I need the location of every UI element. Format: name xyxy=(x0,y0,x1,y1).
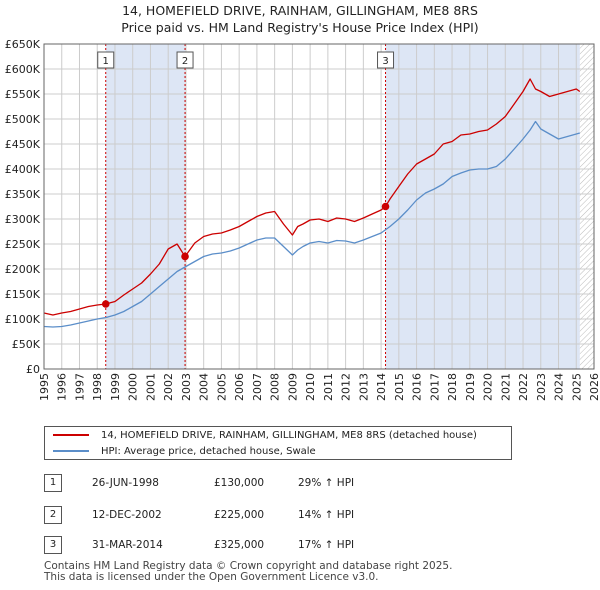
title-line-1: 14, HOMEFIELD DRIVE, RAINHAM, GILLINGHAM… xyxy=(122,3,478,18)
transaction-price: £225,000 xyxy=(214,509,265,521)
x-tick-label: 2010 xyxy=(304,373,317,401)
transaction-number: 3 xyxy=(44,536,62,554)
transaction-hpi-diff: 17% ↑ HPI xyxy=(298,539,355,551)
y-tick-label: £500K xyxy=(5,113,41,126)
y-tick-label: £400K xyxy=(5,163,41,176)
x-tick-label: 2006 xyxy=(233,373,246,401)
legend-label-hpi: HPI: Average price, detached house, Swal… xyxy=(101,446,316,457)
transaction-row: 3 31-MAR-2014 £325,000 17% ↑ HPI xyxy=(44,536,444,554)
chart-legend: 14, HOMEFIELD DRIVE, RAINHAM, GILLINGHAM… xyxy=(44,426,512,460)
transaction-number: 2 xyxy=(44,506,62,524)
x-tick-label: 2001 xyxy=(144,373,157,401)
x-tick-label: 2022 xyxy=(517,373,530,401)
legend-item-hpi: HPI: Average price, detached house, Swal… xyxy=(53,445,316,459)
x-tick-label: 2012 xyxy=(340,373,353,401)
x-tick-label: 2020 xyxy=(482,373,495,401)
y-tick-label: £0 xyxy=(26,363,40,376)
x-tick-label: 2007 xyxy=(251,373,264,401)
transaction-row: 2 12-DEC-2002 £225,000 14% ↑ HPI xyxy=(44,506,444,524)
x-tick-label: 2003 xyxy=(180,373,193,401)
x-tick-label: 2000 xyxy=(127,373,140,401)
x-tick-label: 1995 xyxy=(38,373,51,401)
property-price-line xyxy=(43,78,581,316)
y-tick-label: £550K xyxy=(5,88,41,101)
y-tick-label: £250K xyxy=(5,238,41,251)
transaction-point xyxy=(381,202,390,211)
transaction-date: 26-JUN-1998 xyxy=(92,477,159,489)
plot-frame xyxy=(43,43,595,370)
x-tick-label: 1996 xyxy=(56,373,69,401)
y-tick-label: £650K xyxy=(5,38,41,51)
transaction-date: 12-DEC-2002 xyxy=(92,509,162,521)
legend-swatch-property xyxy=(53,434,89,436)
y-tick-label: £200K xyxy=(5,263,41,276)
x-tick-label: 2004 xyxy=(198,373,211,401)
y-tick-label: £150K xyxy=(5,288,41,301)
x-tick-label: 2023 xyxy=(535,373,548,401)
y-tick-label: £600K xyxy=(5,63,41,76)
x-tick-label: 2013 xyxy=(357,373,370,401)
legend-swatch-hpi xyxy=(53,450,89,452)
transaction-hpi-diff: 29% ↑ HPI xyxy=(298,477,355,489)
x-tick-label: 1998 xyxy=(91,373,104,401)
y-tick-label: £350K xyxy=(5,188,41,201)
legend-label-property: 14, HOMEFIELD DRIVE, RAINHAM, GILLINGHAM… xyxy=(101,430,477,441)
transaction-number: 1 xyxy=(44,474,62,492)
price-chart: 1 2 3 £0 £50K £100K £150K £200K £250K £300K £350K £… xyxy=(5,38,600,401)
footer: Contains HM Land Registry data © Crown c… xyxy=(44,561,452,583)
x-tick-label: 2018 xyxy=(446,373,459,401)
footer-line-2: This data is licensed under the Open Gov… xyxy=(44,571,379,583)
y-tick-label: £100K xyxy=(5,313,41,326)
x-tick-label: 1999 xyxy=(109,373,122,401)
transaction-point xyxy=(101,300,110,308)
transaction-marker-label: 2 xyxy=(182,56,188,67)
x-tick-label: 2009 xyxy=(286,373,299,401)
transaction-marker-label: 3 xyxy=(382,56,388,67)
x-tick-label: 2011 xyxy=(322,373,335,401)
transaction-marker-box xyxy=(97,51,115,69)
x-tick-label: 2024 xyxy=(553,373,566,401)
x-tick-label: 2016 xyxy=(411,373,424,401)
x-tick-label: 2005 xyxy=(215,373,228,401)
title-line-2: Price paid vs. HM Land Registry's House … xyxy=(121,20,479,35)
legend-item-property: 14, HOMEFIELD DRIVE, RAINHAM, GILLINGHAM… xyxy=(53,429,477,443)
x-tick-label: 2017 xyxy=(428,373,441,401)
x-tick-label: 2025 xyxy=(570,373,583,401)
transaction-marker-box xyxy=(377,51,395,69)
x-tick-label: 1997 xyxy=(73,373,86,401)
y-tick-label: £300K xyxy=(5,213,41,226)
transaction-hpi-diff: 14% ↑ HPI xyxy=(298,509,355,521)
x-tick-label: 2019 xyxy=(464,373,477,401)
chart-title: 14, HOMEFIELD DRIVE, RAINHAM, GILLINGHAM… xyxy=(0,2,600,36)
y-tick-label: £450K xyxy=(5,138,41,151)
transaction-price: £130,000 xyxy=(214,477,265,489)
x-tick-label: 2008 xyxy=(269,373,282,401)
x-tick-label: 2002 xyxy=(162,373,175,401)
footer-line-1: Contains HM Land Registry data © Crown c… xyxy=(44,560,453,572)
transaction-marker-label: 1 xyxy=(103,56,109,67)
transaction-point xyxy=(181,252,189,261)
forecast-hatch xyxy=(579,44,594,369)
hpi-line xyxy=(43,120,580,328)
shaded-period xyxy=(105,44,186,369)
shaded-period xyxy=(385,44,580,369)
transaction-date: 31-MAR-2014 xyxy=(92,539,163,551)
x-tick-label: 2021 xyxy=(499,373,512,401)
transaction-price: £325,000 xyxy=(214,539,265,551)
x-tick-label: 2015 xyxy=(393,373,406,401)
transaction-row: 1 26-JUN-1998 £130,000 29% ↑ HPI xyxy=(44,474,444,492)
x-tick-label: 2026 xyxy=(588,373,600,401)
transaction-marker-box xyxy=(176,51,194,69)
y-tick-label: £50K xyxy=(12,338,41,351)
x-tick-label: 2014 xyxy=(375,373,388,401)
